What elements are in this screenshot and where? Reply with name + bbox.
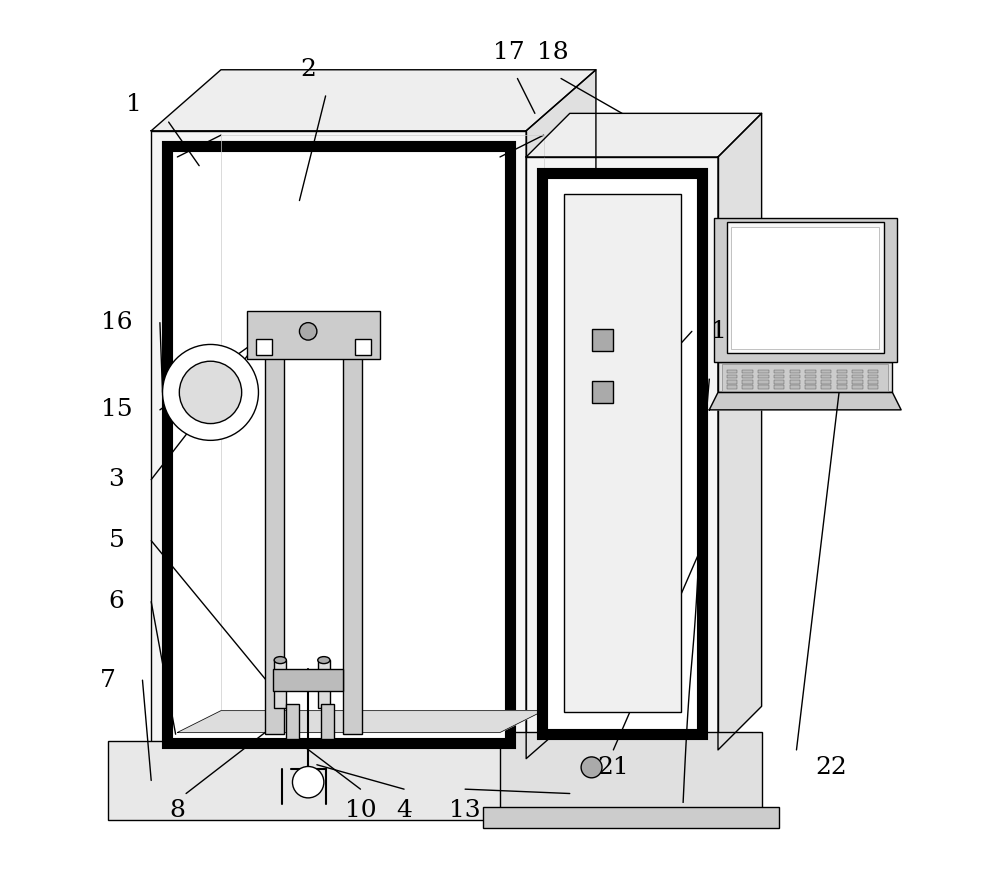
Bar: [592, 329, 613, 351]
Polygon shape: [526, 113, 762, 157]
Text: 16: 16: [101, 311, 132, 334]
Text: 17: 17: [493, 41, 525, 64]
Bar: [500, 732, 762, 820]
Bar: [742, 380, 753, 384]
Bar: [256, 339, 272, 355]
Text: 10: 10: [345, 800, 376, 822]
Bar: [837, 375, 847, 378]
Bar: [742, 385, 753, 389]
Bar: [167, 146, 510, 743]
Ellipse shape: [274, 657, 286, 664]
Bar: [731, 227, 879, 349]
Bar: [868, 385, 878, 389]
Bar: [821, 370, 831, 373]
Text: 8: 8: [169, 800, 185, 822]
Bar: [805, 380, 816, 384]
Bar: [868, 370, 878, 373]
Bar: [868, 380, 878, 384]
Bar: [805, 385, 816, 389]
Bar: [774, 375, 784, 378]
Bar: [837, 370, 847, 373]
Bar: [758, 385, 769, 389]
Text: 15: 15: [101, 399, 132, 421]
Circle shape: [299, 323, 317, 340]
Text: 1: 1: [126, 93, 142, 116]
Bar: [542, 173, 702, 734]
Bar: [790, 385, 800, 389]
Bar: [151, 131, 526, 759]
Bar: [805, 370, 816, 373]
Text: 5: 5: [108, 529, 124, 552]
Bar: [727, 375, 737, 378]
Text: 6: 6: [108, 590, 124, 613]
Polygon shape: [177, 711, 544, 732]
Bar: [774, 380, 784, 384]
Bar: [837, 385, 847, 389]
Bar: [774, 385, 784, 389]
Circle shape: [179, 361, 242, 424]
Bar: [722, 364, 888, 391]
Bar: [742, 370, 753, 373]
Bar: [821, 380, 831, 384]
Bar: [526, 157, 718, 750]
Bar: [805, 375, 816, 378]
Ellipse shape: [318, 657, 330, 664]
Polygon shape: [151, 70, 596, 131]
Bar: [318, 660, 330, 708]
Bar: [790, 370, 800, 373]
Bar: [343, 342, 362, 734]
Text: 13: 13: [449, 800, 481, 822]
Bar: [273, 669, 343, 691]
Bar: [355, 339, 371, 355]
Text: 19: 19: [711, 320, 743, 343]
Circle shape: [581, 757, 602, 778]
Circle shape: [163, 344, 258, 440]
Bar: [837, 380, 847, 384]
Text: 7: 7: [100, 669, 116, 691]
Bar: [852, 370, 863, 373]
Bar: [727, 370, 737, 373]
Text: 2: 2: [300, 58, 316, 81]
Bar: [790, 380, 800, 384]
Text: 18: 18: [537, 41, 568, 64]
Bar: [852, 385, 863, 389]
Text: 3: 3: [108, 468, 124, 491]
Bar: [774, 370, 784, 373]
Bar: [286, 704, 299, 739]
Bar: [821, 385, 831, 389]
Bar: [821, 375, 831, 378]
Bar: [274, 660, 286, 708]
Polygon shape: [709, 392, 901, 410]
Bar: [852, 380, 863, 384]
Bar: [758, 375, 769, 378]
Bar: [852, 375, 863, 378]
Bar: [483, 807, 779, 828]
Bar: [265, 342, 284, 734]
Bar: [714, 218, 897, 362]
Bar: [727, 385, 737, 389]
Bar: [564, 194, 681, 712]
Bar: [790, 375, 800, 378]
Polygon shape: [718, 113, 762, 750]
Polygon shape: [526, 70, 596, 759]
Bar: [321, 704, 334, 739]
Bar: [108, 741, 544, 820]
Circle shape: [292, 766, 324, 798]
Bar: [742, 375, 753, 378]
Text: 22: 22: [815, 756, 847, 779]
Bar: [718, 362, 892, 392]
Bar: [758, 380, 769, 384]
Text: 21: 21: [598, 756, 629, 779]
Bar: [592, 381, 613, 403]
Bar: [727, 222, 884, 353]
Bar: [868, 375, 878, 378]
Bar: [247, 311, 380, 359]
Bar: [758, 370, 769, 373]
Bar: [727, 380, 737, 384]
Text: 4: 4: [396, 800, 412, 822]
